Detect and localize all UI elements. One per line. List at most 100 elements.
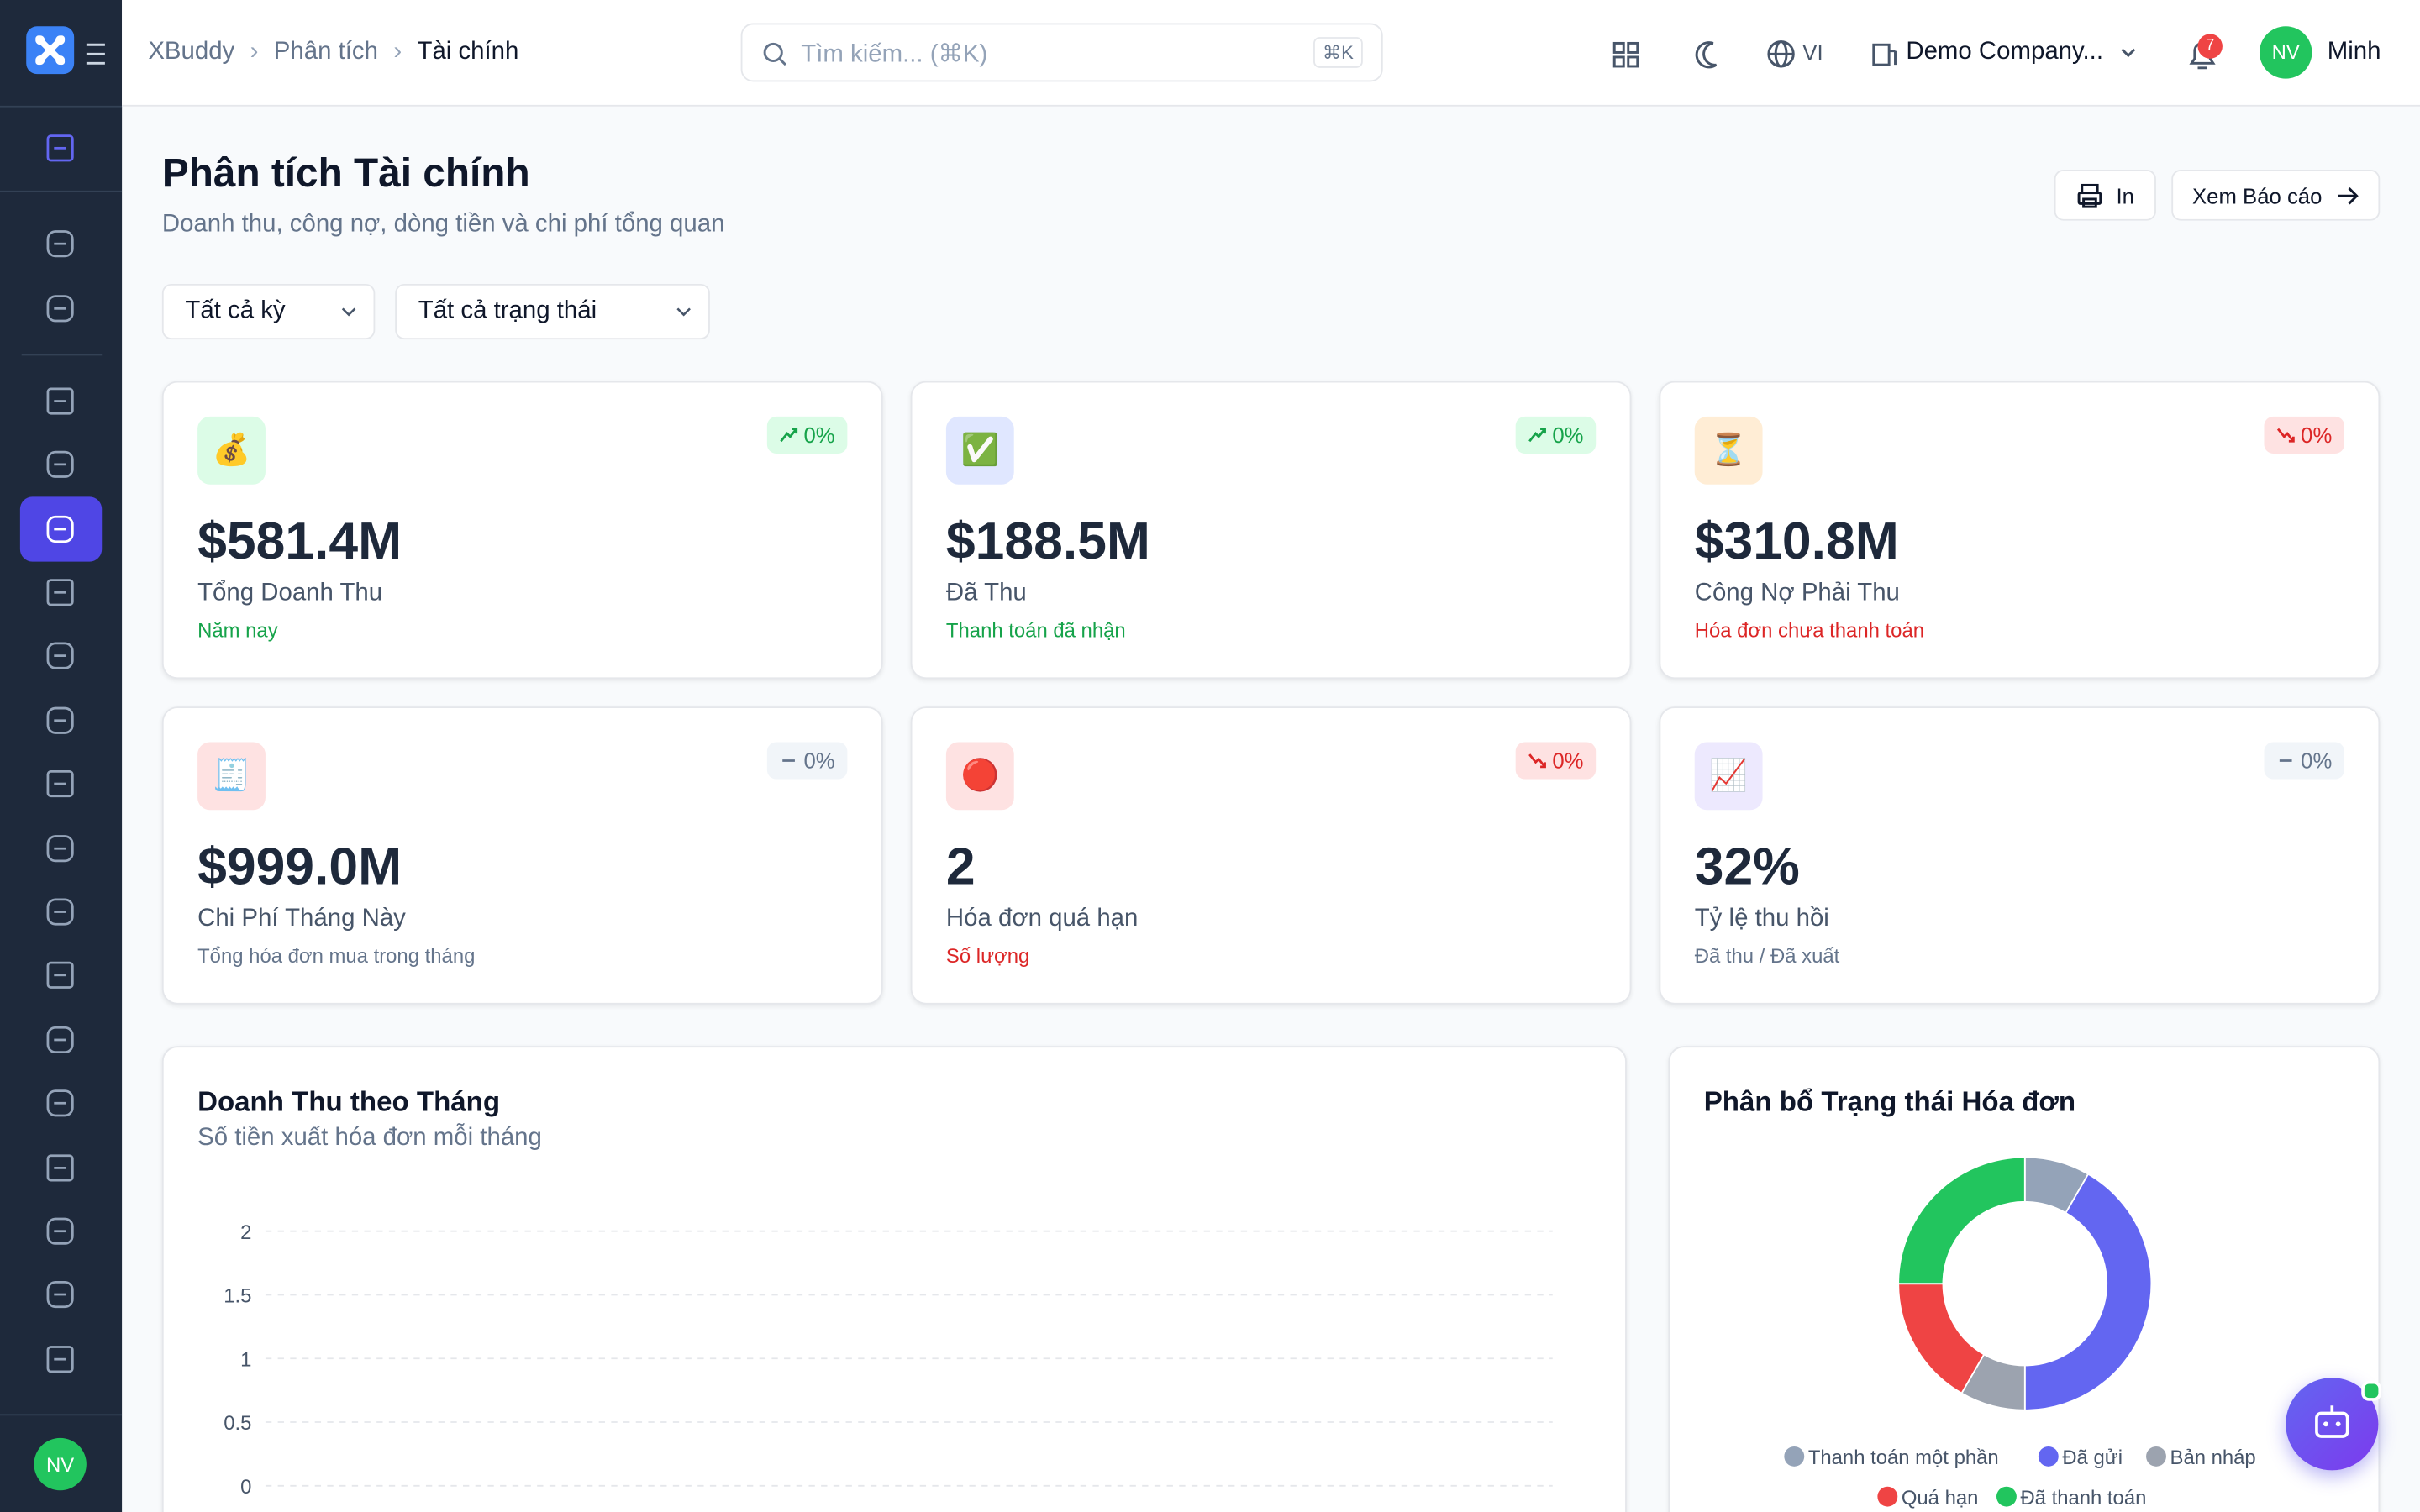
report-button[interactable]: Xem Báo cáo: [2171, 170, 2381, 221]
nav-icon: [46, 1217, 74, 1245]
kpi-change: 0%: [766, 742, 848, 780]
nav-item[interactable]: [46, 579, 74, 606]
kpi-label: Chi Phí Tháng Này: [197, 906, 406, 932]
legend-label: Quá hạn: [1902, 1487, 1979, 1509]
breadcrumb[interactable]: Phân tích: [273, 38, 378, 66]
search-placeholder: Tìm kiếm... (⌘K): [801, 41, 988, 68]
kpi-icon: 🧾: [197, 742, 266, 811]
breadcrumb[interactable]: XBuddy: [148, 38, 235, 66]
kpi-sub: Hóa đơn chưa thanh toán: [1694, 618, 1925, 643]
nav-item[interactable]: [46, 642, 74, 669]
menu-toggle[interactable]: [86, 43, 105, 65]
avatar[interactable]: [34, 1437, 87, 1491]
nav-icon: [46, 230, 74, 258]
kpi-change: 0%: [2264, 416, 2345, 454]
kpi-card: 📈 0% 32% Tỷ lệ thu hồi Đã thu / Đã xuất: [1659, 706, 2381, 1005]
nav-icon: [46, 706, 74, 734]
y-tick-label: 1: [240, 1348, 251, 1371]
nav-icon: [46, 1280, 74, 1309]
nav-icon: [46, 642, 74, 669]
page-title: Phân tích Tài chính: [161, 150, 530, 197]
invoice-status-card: Phân bổ Trạng thái Hóa đơn Thanh toán mộ…: [1668, 1046, 2381, 1512]
nav-item[interactable]: [46, 1089, 74, 1117]
kpi-icon: ⏳: [1694, 416, 1763, 485]
page-subtitle: Doanh thu, công nợ, dòng tiền và chi phí…: [161, 211, 725, 238]
trend-path: [1528, 428, 1546, 443]
nav-item[interactable]: [46, 1154, 74, 1182]
change-value: 0%: [803, 423, 835, 448]
nav-item[interactable]: [46, 706, 74, 734]
period-filter[interactable]: Tất cả kỳ: [161, 283, 376, 340]
kpi-value: 32%: [1694, 837, 1800, 897]
legend-label: Bản nháp: [2170, 1446, 2256, 1469]
print-button[interactable]: In: [2054, 170, 2156, 221]
nav-item[interactable]: [46, 1280, 74, 1309]
nav-item[interactable]: [46, 295, 74, 323]
legend-label: Thanh toán một phần: [1808, 1446, 1999, 1469]
nav-item[interactable]: [46, 1346, 74, 1373]
kpi-sub: Năm nay: [197, 618, 278, 643]
notification-badge: 7: [2197, 34, 2223, 59]
button-label: In: [2116, 182, 2134, 208]
kpi-label: Công Nợ Phải Thu: [1694, 580, 1900, 606]
donut-slice: [1897, 1283, 1986, 1394]
user-name[interactable]: Minh: [2327, 38, 2381, 66]
online-dot: [2361, 1380, 2382, 1401]
kpi-value: $999.0M: [197, 837, 402, 897]
kpi-value: 2: [945, 837, 976, 897]
sidebar-icons: NV: [0, 26, 123, 1491]
sidebar: NV: [0, 0, 123, 1512]
search-box[interactable]: Tìm kiếm... (⌘K) ⌘K: [740, 23, 1383, 82]
y-tick-label: 1.5: [224, 1285, 251, 1308]
nav-item[interactable]: [46, 835, 74, 863]
nav-item[interactable]: [46, 1217, 74, 1245]
kpi-change: 0%: [766, 416, 848, 454]
nav-icon: [46, 769, 74, 798]
filter-label: Tất cả kỳ: [185, 297, 286, 324]
legend-swatch: [1877, 1486, 1898, 1507]
trend-icon: [779, 428, 797, 443]
nav-item[interactable]: [46, 387, 74, 415]
donut-chart: Thanh toán một phần Đã gửi Bản nháp Quá hạn…: [1784, 1156, 2256, 1509]
user-avatar[interactable]: NV: [2259, 26, 2312, 79]
nav-item[interactable]: [46, 134, 74, 162]
nav-icon: [46, 961, 74, 989]
trend-icon: [2279, 759, 2292, 762]
kpi-label: Đã Thu: [945, 580, 1027, 606]
legend-swatch: [1996, 1486, 2017, 1507]
nav-icon: [46, 1026, 74, 1054]
trend-icon: [781, 759, 795, 762]
nav-icon: [46, 515, 74, 543]
kpi-label: Hóa đơn quá hạn: [945, 906, 1139, 932]
nav-icon: [46, 1089, 74, 1117]
kpi-change: 0%: [2264, 742, 2345, 780]
nav-item[interactable]: [46, 1026, 74, 1054]
trend-path: [1528, 753, 1546, 769]
change-value: 0%: [2301, 748, 2333, 774]
nav-item[interactable]: [46, 769, 74, 798]
donut-slice: [2023, 1173, 2153, 1411]
nav-icon: [46, 835, 74, 863]
status-filter[interactable]: Tất cả trạng thái: [395, 283, 710, 340]
kpi-sub: Số lượng: [945, 944, 1030, 968]
kpi-sub: Tổng hóa đơn mua trong tháng: [197, 944, 476, 968]
kpi-label: Tổng Doanh Thu: [197, 580, 383, 606]
company[interactable]: Demo Company...: [1906, 38, 2104, 66]
breadcrumbs: XBuddy › Phân tích › Tài chính: [148, 38, 519, 66]
nav-item[interactable]: [46, 898, 74, 926]
nav-item[interactable]: [46, 515, 74, 543]
nav-item[interactable]: [46, 230, 74, 258]
language[interactable]: VI: [1802, 39, 1823, 66]
y-tick-label: 0.5: [224, 1412, 251, 1435]
nav-item[interactable]: [46, 450, 74, 478]
nav-icon: [46, 134, 74, 162]
legend-swatch: [1784, 1446, 1805, 1467]
nav-icon: [46, 387, 74, 415]
legend-swatch: [2038, 1446, 2059, 1467]
button-label: Xem Báo cáo: [2192, 182, 2323, 208]
nav-item[interactable]: [46, 961, 74, 989]
kpi-change: 0%: [1515, 416, 1597, 454]
nav-icon: [46, 1154, 74, 1182]
trend-path: [779, 428, 797, 443]
